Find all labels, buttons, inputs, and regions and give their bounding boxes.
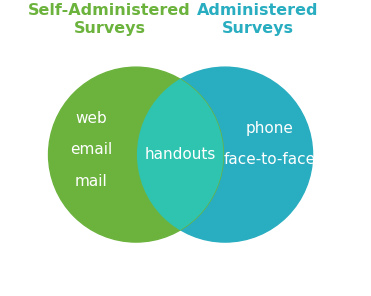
Text: web: web — [76, 111, 107, 126]
Circle shape — [138, 67, 313, 242]
Text: email: email — [70, 142, 112, 157]
Text: phone: phone — [246, 121, 293, 136]
Text: Self-Administered
Surveys: Self-Administered Surveys — [28, 3, 191, 36]
Circle shape — [138, 67, 313, 242]
Text: handouts: handouts — [145, 147, 216, 162]
Text: mail: mail — [75, 173, 108, 189]
Circle shape — [49, 67, 223, 242]
Text: face-to-face: face-to-face — [224, 152, 316, 167]
Text: Administered
Surveys: Administered Surveys — [197, 3, 319, 36]
